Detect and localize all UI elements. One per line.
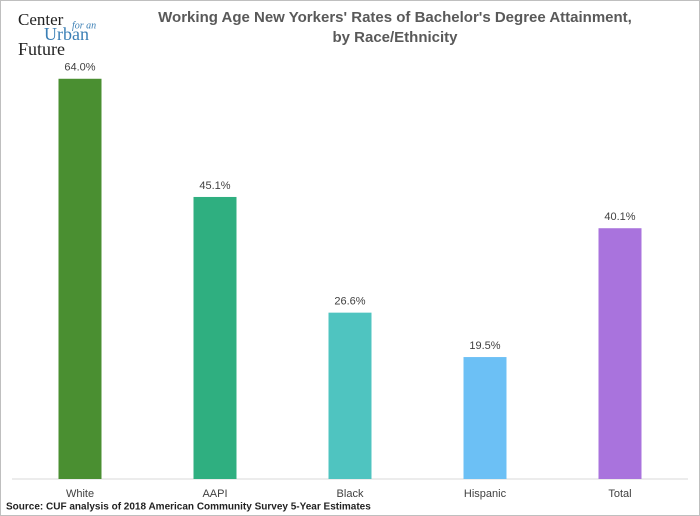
source-note: Source: CUF analysis of 2018 American Co… — [6, 502, 371, 513]
x-tick-label: AAPI — [202, 488, 227, 500]
data-label: 19.5% — [469, 340, 500, 352]
bar — [193, 196, 237, 479]
bar — [58, 78, 102, 479]
x-tick-label: Black — [337, 488, 364, 500]
bar — [598, 228, 642, 479]
chart-title: Working Age New Yorkers' Rates of Bachel… — [158, 9, 632, 26]
logo-text: Future — [18, 39, 65, 59]
logo-text: Center — [18, 10, 64, 29]
chart-subtitle: by Race/Ethnicity — [332, 29, 458, 46]
data-label: 40.1% — [604, 211, 635, 223]
logo-text: for an — [72, 20, 96, 31]
x-tick-label: White — [66, 488, 94, 500]
bar — [463, 357, 507, 479]
data-label: 26.6% — [334, 296, 365, 308]
data-label: 64.0% — [64, 62, 95, 74]
data-label: 45.1% — [199, 180, 230, 192]
x-tick-label: Hispanic — [464, 488, 507, 500]
x-tick-label: Total — [608, 488, 631, 500]
bar — [328, 312, 372, 479]
logo-text: Urban — [44, 24, 89, 44]
